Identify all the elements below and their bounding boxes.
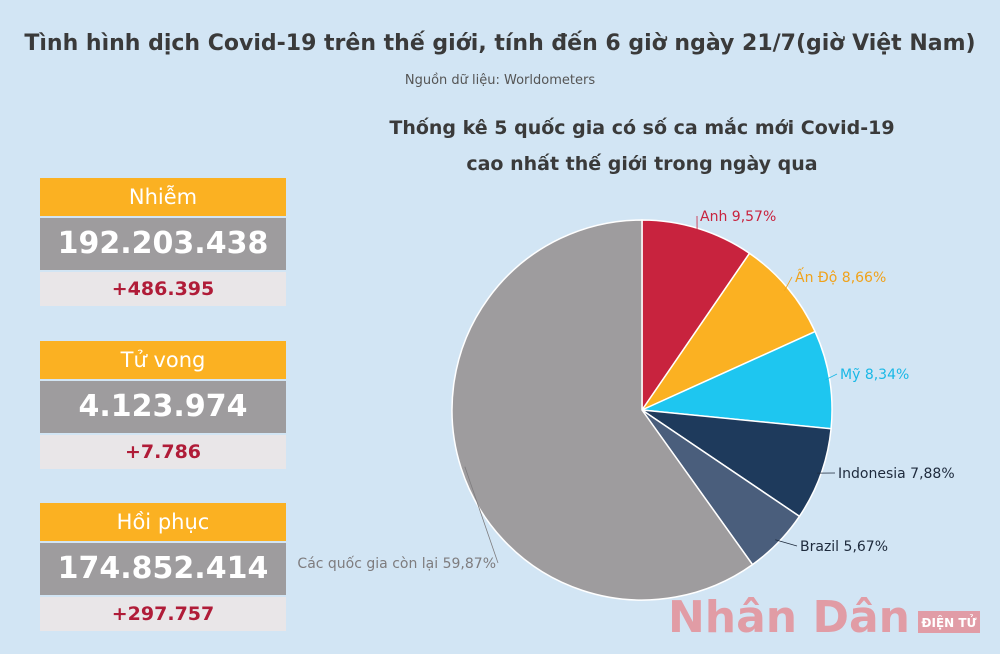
stat-new: +486.395: [40, 272, 286, 306]
slice-value: 59,87%: [443, 556, 496, 572]
slice-value: 8,66%: [842, 270, 886, 286]
stat-card: Hồi phục 174.852.414 +297.757: [40, 503, 286, 631]
stat-label: Tử vong: [40, 341, 286, 379]
slice-label: Anh 9,57%: [700, 209, 776, 225]
stat-card: Nhiễm 192.203.438 +486.395: [40, 178, 286, 306]
slice-value: 5,67%: [844, 539, 888, 555]
leader-line: [825, 373, 838, 381]
slice-label: Ấn Độ 8,66%: [795, 267, 886, 286]
slice-value: 7,88%: [910, 466, 954, 482]
slice-category: Mỹ: [840, 367, 860, 383]
stat-label: Hồi phục: [40, 503, 286, 541]
leader-line: [775, 539, 798, 547]
pie-slice: [641, 409, 832, 518]
slice-label: Mỹ 8,34%: [840, 367, 909, 383]
logo: Nhân Dân: [668, 592, 910, 643]
slice-label: Brazil 5,67%: [800, 539, 888, 555]
slice-category: Ấn Độ: [795, 267, 837, 286]
stat-new: +7.786: [40, 435, 286, 469]
leader-line: [784, 276, 793, 291]
title: Tình hình dịch Covid-19 trên thế giới, t…: [24, 31, 975, 56]
slice-value: 8,34%: [865, 367, 909, 383]
pie-slice: [639, 252, 817, 412]
slice-category: Brazil: [800, 539, 839, 555]
stat-card: Tử vong 4.123.974 +7.786: [40, 341, 286, 469]
logo-box: [918, 611, 980, 633]
stat-total: 4.123.974: [40, 381, 286, 433]
pie-slice: [639, 330, 833, 430]
slice-category: Indonesia: [838, 466, 906, 482]
stat-total: 174.852.414: [40, 543, 286, 595]
leader-line: [464, 466, 499, 564]
slice-category: Anh: [700, 209, 727, 225]
pie-slice: [451, 219, 754, 601]
stat-new: +297.757: [40, 597, 286, 631]
slice-category: Các quốc gia còn lại: [297, 555, 438, 572]
chart-title: cao nhất thế giới trong ngày qua: [466, 152, 817, 175]
stat-label: Nhiễm: [40, 178, 286, 216]
chart-title: Thống kê 5 quốc gia có số ca mắc mới Cov…: [389, 116, 894, 139]
stat-total: 192.203.438: [40, 218, 286, 270]
slice-label: Các quốc gia còn lại 59,87%: [297, 555, 496, 572]
source: Nguồn dữ liệu: Worldometers: [405, 73, 595, 88]
slice-value: 9,57%: [732, 209, 776, 225]
logo-sub: ĐIỆN TỬ: [921, 614, 976, 630]
pie-slice: [641, 219, 751, 413]
slice-label: Indonesia 7,88%: [838, 466, 955, 482]
